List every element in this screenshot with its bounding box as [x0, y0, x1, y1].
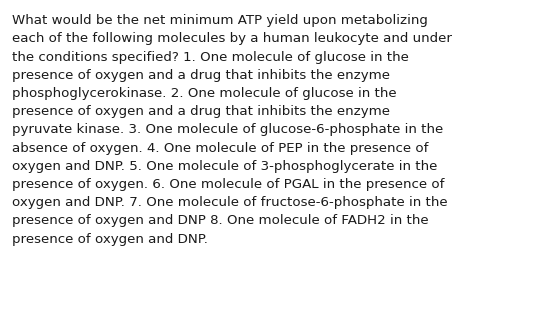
Text: What would be the net minimum ATP yield upon metabolizing
each of the following : What would be the net minimum ATP yield …	[12, 14, 453, 246]
